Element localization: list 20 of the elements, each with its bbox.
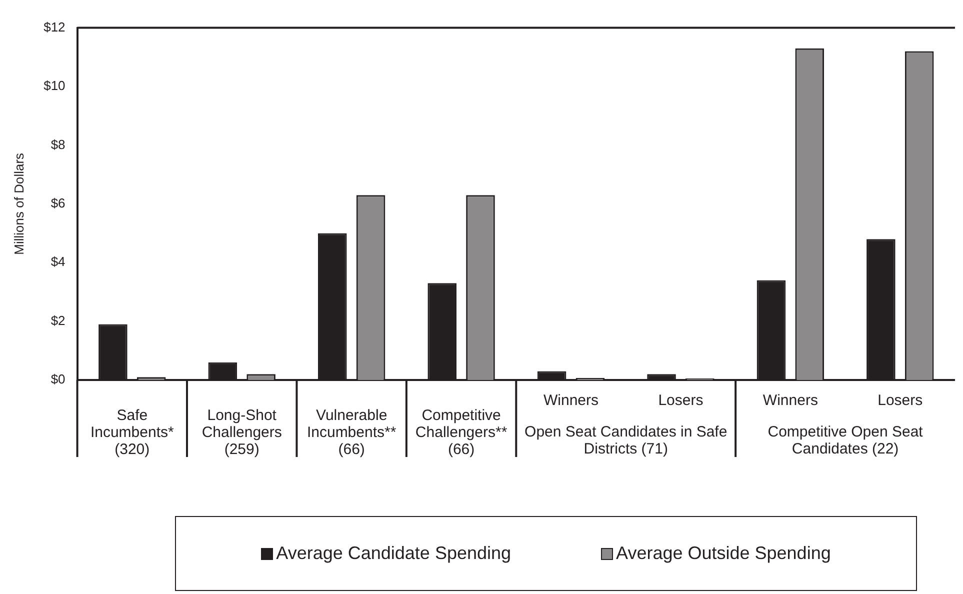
y-tick-label: $2 [50,312,66,328]
x-tick-label: Competitive Challengers** (66) [415,407,508,458]
legend-label: Average Outside Spending [616,543,831,564]
x-tick-label: Safe Incumbents* (320) [90,407,174,458]
x-tick-label: Losers [878,392,923,410]
y-tick-label: $4 [50,254,66,270]
y-tick-label: $10 [44,78,66,94]
x-tick-label: Winners [762,392,818,410]
legend-label: Average Candidate Spending [276,543,512,564]
text: Open Seat Candidates in Safe Districts (71) [524,424,728,458]
y-axis-title: Millions of Dollars [11,152,26,255]
y-tick-label: $8 [50,136,66,152]
y-tick-label: $0 [50,372,66,387]
x-tick-label: Vulnerable Incumbents** (66) [306,407,396,458]
x-tick-label: Winners [543,392,599,410]
y-tick-label: $6 [50,195,66,210]
y-tick-label: $12 [44,19,66,34]
x-tick-label: Losers [658,392,704,410]
text: Competitive Open Seat Candidates (22) [768,424,924,458]
x-tick-label: Long-Shot Challengers (259) [202,407,282,458]
